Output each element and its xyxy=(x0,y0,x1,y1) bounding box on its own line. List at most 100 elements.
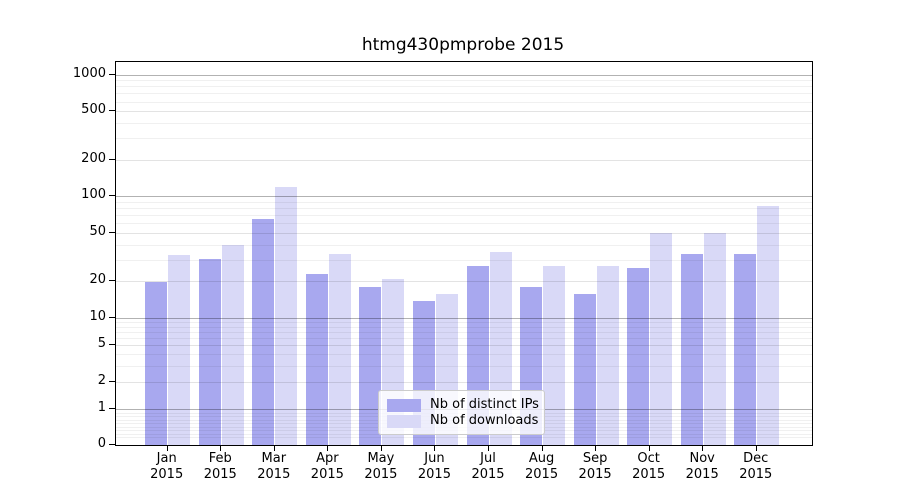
gridline-80 xyxy=(116,208,812,210)
x-tick-month: Dec xyxy=(743,451,769,466)
x-tick-month: Mar xyxy=(261,451,287,466)
x-tick-label-oct: Oct 2015 xyxy=(619,451,679,483)
legend-item-downloads: Nb of downloads xyxy=(387,413,539,428)
y-tick-label-2: 2 xyxy=(97,372,106,388)
y-tick-mark xyxy=(109,158,116,160)
x-tick-label-jun: Jun 2015 xyxy=(404,451,464,483)
legend-item-distinct-ips: Nb of distinct IPs xyxy=(387,397,539,412)
y-tick-label-500: 500 xyxy=(81,102,106,118)
gridline-100 xyxy=(116,196,812,198)
x-tick-month: Oct xyxy=(637,451,660,466)
x-tick-label-dec: Dec 2015 xyxy=(726,451,786,483)
x-tick-year: 2015 xyxy=(150,467,184,482)
gridline-700 xyxy=(116,93,812,95)
gridline-9 xyxy=(116,322,812,324)
legend: Nb of distinct IPs Nb of downloads xyxy=(378,390,545,435)
x-tick-mark xyxy=(380,445,382,451)
bar-nb-of-distinct-ips-dec xyxy=(734,253,757,445)
legend-swatch-downloads xyxy=(387,414,421,428)
y-tick-label-10: 10 xyxy=(89,309,106,324)
x-tick-label-jan: Jan 2015 xyxy=(137,451,197,483)
gridline-50 xyxy=(116,232,812,234)
x-tick-mark xyxy=(755,445,757,451)
y-tick-mark xyxy=(109,443,116,445)
x-tick-mark xyxy=(220,445,222,451)
x-tick-month: May xyxy=(367,451,395,466)
gridline-40 xyxy=(116,244,812,246)
x-tick-label-may: May 2015 xyxy=(351,451,411,483)
gridline-30 xyxy=(116,259,812,261)
y-tick-mark xyxy=(109,317,116,318)
y-tick-label-0: 0 xyxy=(97,435,106,451)
y-tick-label-100: 100 xyxy=(81,187,106,203)
x-tick-month: Nov xyxy=(689,451,715,466)
bar-nb-of-downloads-aug xyxy=(543,266,566,445)
y-tick-mark xyxy=(109,110,116,112)
bar-nb-of-distinct-ips-jan xyxy=(145,281,168,445)
gridline-600 xyxy=(116,101,812,103)
gridline-1000 xyxy=(116,74,812,76)
x-tick-year: 2015 xyxy=(203,467,237,482)
y-tick-mark xyxy=(109,344,116,346)
x-tick-year: 2015 xyxy=(310,467,344,482)
x-tick-label-aug: Aug 2015 xyxy=(512,451,572,483)
bar-nb-of-distinct-ips-may xyxy=(359,287,382,445)
gridline-6 xyxy=(116,338,812,340)
y-tick-label-200: 200 xyxy=(81,150,106,166)
bar-nb-of-downloads-sep xyxy=(596,266,619,445)
bar-nb-of-distinct-ips-apr xyxy=(305,274,328,445)
x-tick-mark xyxy=(273,445,275,451)
y-tick-mark xyxy=(109,231,116,233)
gridline-90 xyxy=(116,201,812,203)
legend-label-downloads: Nb of downloads xyxy=(430,413,539,428)
y-tick-label-50: 50 xyxy=(89,223,106,239)
y-tick-mark xyxy=(109,408,116,410)
y-tick-mark xyxy=(109,280,116,282)
bar-nb-of-downloads-jan xyxy=(168,255,191,445)
gridline-5 xyxy=(116,345,812,347)
bar-nb-of-distinct-ips-feb xyxy=(198,258,221,445)
y-tick-label-5: 5 xyxy=(97,336,106,352)
x-tick-mark xyxy=(648,445,650,451)
bar-nb-of-downloads-feb xyxy=(221,245,244,445)
y-tick-label-1: 1 xyxy=(97,400,106,416)
legend-label-distinct-ips: Nb of distinct IPs xyxy=(430,397,539,412)
x-tick-label-jul: Jul 2015 xyxy=(458,451,518,483)
x-tick-year: 2015 xyxy=(578,467,612,482)
gridline-10 xyxy=(116,318,812,319)
gridline-400 xyxy=(116,123,812,125)
bar-nb-of-distinct-ips-oct xyxy=(627,268,650,445)
x-tick-mark xyxy=(434,445,436,451)
x-tick-mark xyxy=(541,445,543,451)
gridline-0_2 xyxy=(116,437,812,439)
gridline-7 xyxy=(116,332,812,334)
chart-title: htmg430pmprobe 2015 xyxy=(361,35,565,55)
y-tick-label-20: 20 xyxy=(89,272,106,288)
y-tick-mark xyxy=(109,73,116,75)
gridline-4 xyxy=(116,354,812,356)
x-tick-month: Jul xyxy=(480,451,496,466)
y-tick-label-1000: 1000 xyxy=(72,65,106,81)
x-tick-year: 2015 xyxy=(685,467,719,482)
x-tick-label-feb: Feb 2015 xyxy=(190,451,250,483)
x-tick-year: 2015 xyxy=(739,467,773,482)
y-tick-mark xyxy=(109,195,116,197)
gridline-500 xyxy=(116,111,812,113)
x-tick-month: Aug xyxy=(528,451,555,466)
x-tick-year: 2015 xyxy=(525,467,559,482)
gridline-800 xyxy=(116,86,812,88)
bar-nb-of-distinct-ips-mar xyxy=(252,218,275,445)
x-tick-month: Jan xyxy=(156,451,177,466)
plot-area xyxy=(115,61,813,446)
x-tick-label-mar: Mar 2015 xyxy=(244,451,304,483)
bar-nb-of-distinct-ips-sep xyxy=(573,293,596,445)
gridline-200 xyxy=(116,159,812,161)
x-tick-mark xyxy=(488,445,489,451)
x-tick-mark xyxy=(595,445,597,451)
x-tick-month: Apr xyxy=(316,451,339,466)
x-tick-year: 2015 xyxy=(364,467,398,482)
x-tick-year: 2015 xyxy=(257,467,291,482)
bar-nb-of-downloads-dec xyxy=(757,206,780,445)
bar-nb-of-distinct-ips-nov xyxy=(680,253,703,445)
